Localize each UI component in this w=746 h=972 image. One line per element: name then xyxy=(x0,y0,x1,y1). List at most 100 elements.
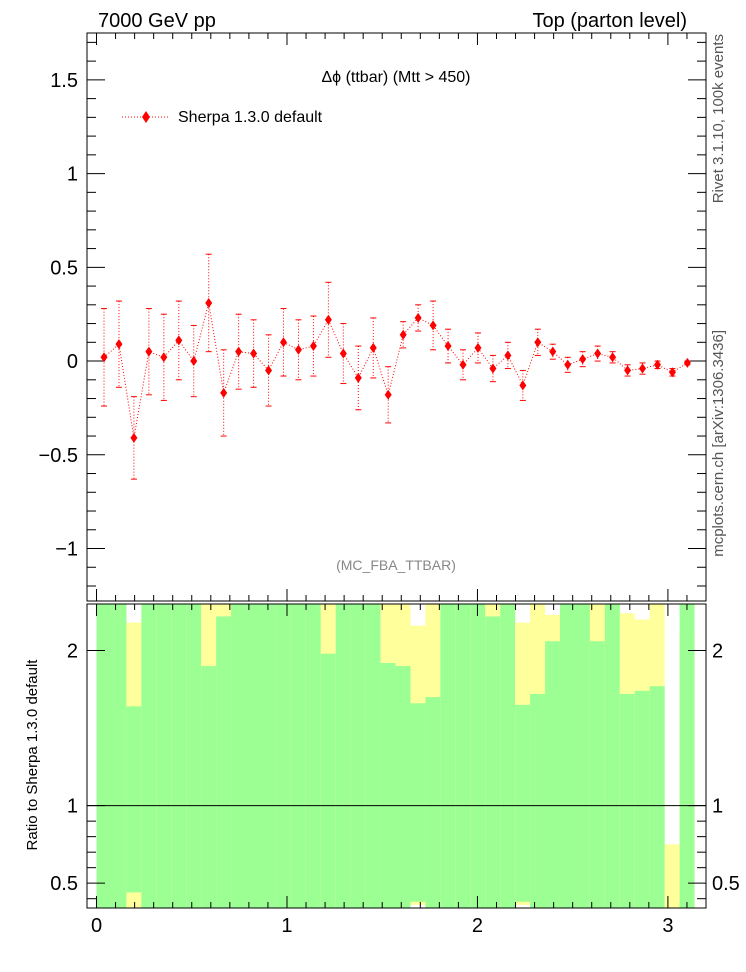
data-point xyxy=(130,432,138,443)
data-point xyxy=(579,354,587,365)
data-point xyxy=(459,359,467,370)
ratio-band-green xyxy=(141,604,157,908)
data-point xyxy=(294,344,302,355)
x-tick-label: 0 xyxy=(91,915,102,937)
ratio-band-green xyxy=(500,604,516,908)
ratio-band-green xyxy=(410,703,426,902)
ratio-band-green xyxy=(560,604,575,908)
main-panel: Δϕ (ttbar) (Mtt > 450) (MC_FBA_TTBAR) Sh… xyxy=(39,32,707,602)
data-point xyxy=(339,348,347,359)
data-point xyxy=(279,337,287,348)
ratio-band-green xyxy=(171,604,187,908)
data-point xyxy=(250,348,258,359)
data-point xyxy=(384,389,392,400)
x-tick-label: 2 xyxy=(472,915,483,937)
main-y-tick-label: 0.5 xyxy=(50,257,78,279)
ratio-band-green xyxy=(380,662,396,908)
ratio-band-green xyxy=(186,604,202,908)
data-series xyxy=(100,253,691,480)
ratio-band-green xyxy=(395,666,411,908)
data-point xyxy=(668,367,676,378)
ratio-band-green xyxy=(231,604,247,908)
ratio-band-green xyxy=(679,604,695,908)
side-label-mcplots: mcplots.cern.ch [arXiv:1306.3436] xyxy=(710,330,727,557)
data-point xyxy=(115,339,123,350)
main-y-tick-label: 1 xyxy=(67,164,78,186)
analysis-label: (MC_FBA_TTBAR) xyxy=(336,557,456,573)
data-point xyxy=(653,359,661,370)
ratio-panel: Ratio to Sherpa 1.3.0 default 0 1 2 3 0.5 0.5… xyxy=(24,603,740,937)
data-point xyxy=(205,297,213,308)
ratio-y-tick-label-left: 1 xyxy=(67,796,78,818)
ratio-band-green xyxy=(455,604,471,908)
ratio-frame xyxy=(86,603,707,909)
ratio-band-green xyxy=(589,641,605,908)
main-y-tick-label: −1 xyxy=(55,539,78,561)
ratio-band-green xyxy=(515,704,531,902)
data-point xyxy=(160,352,168,363)
data-point xyxy=(594,348,602,359)
chart-title: Δϕ (ttbar) (Mtt > 450) xyxy=(321,69,470,86)
ratio-band-green xyxy=(619,693,635,908)
ratio-band-green xyxy=(425,697,441,908)
ratio-band-green xyxy=(604,604,620,908)
data-point xyxy=(399,329,407,340)
data-point xyxy=(235,346,243,357)
main-frame xyxy=(86,32,707,602)
ratio-band-green xyxy=(440,604,456,908)
ratio-band-yellow xyxy=(664,844,680,908)
ratio-band-green xyxy=(246,604,261,908)
data-point xyxy=(549,346,557,357)
data-point xyxy=(624,365,632,376)
ratio-y-tick-label-left: 0.5 xyxy=(50,873,78,895)
ratio-bands xyxy=(96,604,695,908)
data-point xyxy=(220,387,228,398)
ratio-band-green xyxy=(156,604,172,908)
data-point xyxy=(414,312,422,323)
ratio-band-green xyxy=(126,706,142,893)
data-point xyxy=(100,352,108,363)
ratio-band-green xyxy=(485,616,501,908)
data-point xyxy=(504,350,512,361)
ratio-band-green xyxy=(290,604,306,908)
data-point xyxy=(190,356,198,367)
ratio-band-green xyxy=(111,604,127,908)
data-point xyxy=(324,314,332,325)
ratio-band-green xyxy=(275,604,291,908)
ratio-ylabel: Ratio to Sherpa 1.3.0 default xyxy=(24,659,41,851)
data-point xyxy=(639,363,647,374)
data-point xyxy=(175,335,183,346)
ratio-band-green xyxy=(365,604,381,908)
x-tick-label: 3 xyxy=(662,915,673,937)
ratio-band-green xyxy=(574,604,590,908)
ratio-band-green xyxy=(335,604,351,908)
ratio-y-tick-label-right: 0.5 xyxy=(712,873,740,895)
ratio-band-green xyxy=(201,666,217,908)
ratio-band-green xyxy=(649,686,665,908)
data-point xyxy=(309,341,317,352)
ratio-band-green xyxy=(634,690,650,908)
data-point xyxy=(534,337,542,348)
header-left: 7000 GeV pp xyxy=(98,10,216,32)
ratio-y-tick-label-right: 2 xyxy=(712,641,723,663)
main-y-tick-label: 0 xyxy=(67,351,78,373)
x-tick-label: 1 xyxy=(281,915,292,937)
ratio-band-green xyxy=(530,693,546,908)
data-point xyxy=(265,365,273,376)
side-label-rivet: Rivet 3.1.10, 100k events xyxy=(710,34,727,203)
ratio-y-tick-label-left: 2 xyxy=(67,641,78,663)
ratio-band-green xyxy=(350,604,366,908)
data-point xyxy=(683,357,691,368)
data-point xyxy=(354,372,362,383)
data-point xyxy=(369,342,377,353)
ratio-band-green xyxy=(96,604,112,908)
ratio-band-green xyxy=(470,604,486,908)
legend-marker xyxy=(142,111,150,123)
data-point xyxy=(519,380,527,391)
header-right: Top (parton level) xyxy=(532,10,687,32)
data-point xyxy=(489,363,497,374)
data-point xyxy=(444,341,452,352)
ratio-band-green xyxy=(305,604,321,908)
data-point xyxy=(429,320,437,331)
